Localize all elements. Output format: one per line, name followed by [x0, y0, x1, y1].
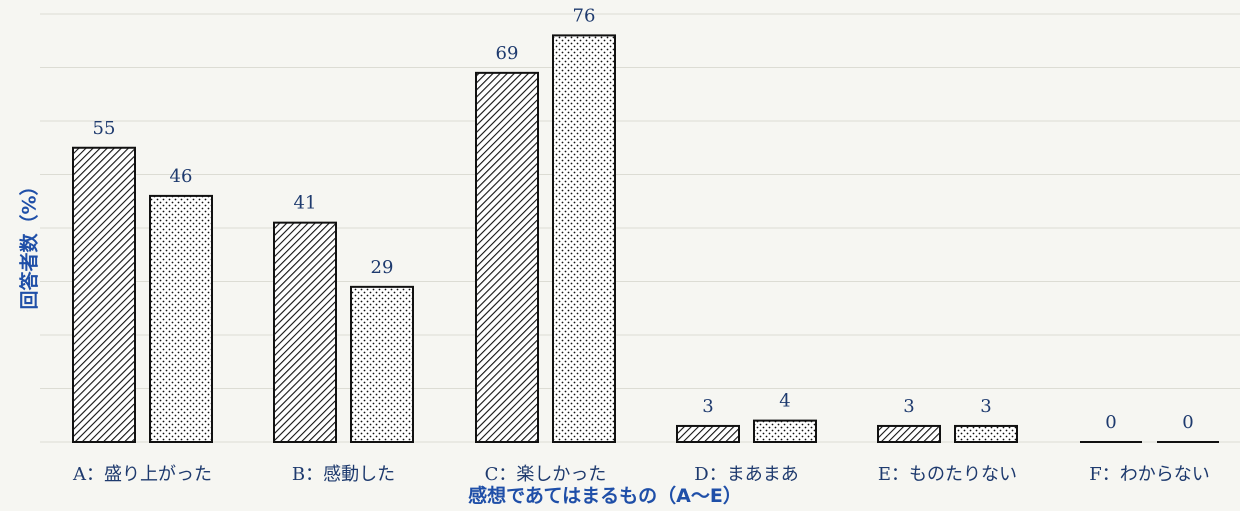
gridlines	[40, 13, 1240, 443]
data-label: 0	[1182, 412, 1193, 433]
bars	[72, 34, 1219, 444]
bar	[273, 221, 337, 443]
bar	[954, 424, 1018, 444]
x-tick-label: D：まあまあ	[694, 464, 798, 485]
data-label: 3	[980, 396, 991, 417]
x-tick-label: A：盛り上がった	[72, 464, 212, 485]
y-axis-title: 回答者数（%）	[18, 176, 41, 309]
data-label: 46	[170, 166, 193, 187]
data-label: 29	[371, 257, 394, 278]
data-labels: 55 46 41 29 69 76 3 4 3 3 0 0	[93, 5, 1194, 433]
bar	[877, 424, 941, 444]
x-axis-title: 感想であてはまるもの（A〜E）	[468, 484, 742, 507]
bar	[149, 194, 213, 443]
x-tick-label: F：わからない	[1089, 464, 1210, 485]
bar	[552, 34, 616, 444]
x-tick-label: C：楽しかった	[485, 464, 607, 485]
data-label: 4	[779, 391, 790, 412]
data-label: 41	[294, 193, 317, 214]
data-label: 55	[93, 118, 116, 139]
bar	[72, 146, 136, 443]
bar	[676, 424, 740, 444]
data-label: 76	[573, 5, 596, 26]
bar	[350, 285, 414, 443]
x-tick-label: E：ものたりない	[878, 464, 1017, 485]
data-label: 3	[702, 396, 713, 417]
bar	[475, 71, 539, 443]
x-tick-label: B：感動した	[292, 464, 395, 485]
bar	[753, 419, 817, 444]
data-label: 69	[496, 43, 519, 64]
data-label: 0	[1105, 412, 1116, 433]
data-label: 3	[903, 396, 914, 417]
x-tick-labels: A：盛り上がった B：感動した C：楽しかった D：まあまあ E：ものたりない F：わから…	[72, 464, 1210, 485]
